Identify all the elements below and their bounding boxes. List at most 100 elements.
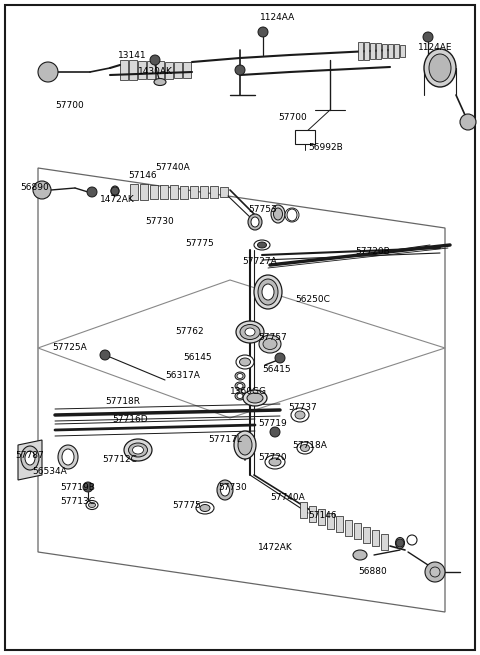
Circle shape [111,187,119,195]
Ellipse shape [220,484,229,496]
Ellipse shape [248,214,262,230]
Bar [210,187,218,198]
Text: 1430AK: 1430AK [138,67,173,77]
Text: 56890: 56890 [20,183,49,193]
Ellipse shape [236,321,264,343]
Circle shape [235,65,245,75]
Ellipse shape [237,373,243,379]
Text: 57700: 57700 [55,100,84,109]
Text: 56880: 56880 [358,567,387,576]
Text: 57719: 57719 [258,419,287,428]
Ellipse shape [251,217,259,227]
Bar [382,44,387,58]
Circle shape [83,482,93,492]
Ellipse shape [58,445,78,469]
Circle shape [150,55,160,65]
Bar [170,185,178,199]
Ellipse shape [274,208,283,220]
Polygon shape [336,516,343,532]
Circle shape [258,27,268,37]
Ellipse shape [265,455,285,469]
Text: 57740A: 57740A [270,493,305,502]
Text: 57775: 57775 [172,500,201,510]
Bar [130,184,138,200]
Ellipse shape [237,394,243,398]
Bar [180,185,188,198]
Ellipse shape [217,480,233,500]
Text: 57737: 57737 [288,403,317,413]
Bar [165,62,173,79]
Bar [364,43,369,60]
Bar [370,43,375,59]
Text: 1472AK: 1472AK [100,195,135,204]
Ellipse shape [271,205,285,223]
Polygon shape [327,512,334,529]
Text: 57146: 57146 [308,510,336,519]
Text: 57146: 57146 [128,170,156,179]
Text: 1124AA: 1124AA [260,14,295,22]
Bar [150,185,158,199]
Ellipse shape [196,502,214,514]
Bar [358,42,363,60]
Polygon shape [354,523,361,539]
Bar [190,186,198,198]
Ellipse shape [429,54,451,82]
Circle shape [460,114,476,130]
Polygon shape [318,509,325,525]
Text: 57713C: 57713C [60,498,95,506]
Text: 57725A: 57725A [52,343,87,352]
Text: 57718A: 57718A [292,441,327,449]
Ellipse shape [238,435,252,455]
Bar [183,62,191,78]
Ellipse shape [129,443,147,457]
Ellipse shape [297,442,313,454]
Circle shape [38,62,58,82]
Bar [140,184,148,200]
Circle shape [396,539,404,547]
Bar [138,61,146,79]
Ellipse shape [295,411,305,419]
Polygon shape [363,527,370,542]
Text: 57716D: 57716D [112,415,148,424]
Polygon shape [345,519,352,536]
Text: 56534A: 56534A [32,468,67,476]
Circle shape [87,187,97,197]
Bar [200,186,208,198]
Bar [388,44,393,58]
Ellipse shape [269,458,281,466]
Text: 57700: 57700 [278,113,307,122]
Ellipse shape [235,372,245,380]
Bar [400,45,405,57]
Ellipse shape [263,339,277,350]
Ellipse shape [235,382,245,390]
Ellipse shape [287,209,297,221]
Ellipse shape [424,49,456,87]
Ellipse shape [86,500,98,510]
Text: 13141: 13141 [118,50,146,60]
Text: 1124AE: 1124AE [418,43,453,52]
Ellipse shape [353,550,367,560]
Polygon shape [300,502,307,518]
Circle shape [423,32,433,42]
Ellipse shape [254,240,270,250]
Text: 57712C: 57712C [102,455,137,464]
Ellipse shape [254,275,282,309]
Ellipse shape [262,284,274,300]
Bar [129,60,137,80]
Text: 57727A: 57727A [242,257,277,267]
Bar [174,62,182,78]
Ellipse shape [236,355,254,369]
Text: 57730: 57730 [145,217,174,227]
Text: 57757: 57757 [258,333,287,343]
Ellipse shape [235,392,245,400]
Text: 57717L: 57717L [208,436,242,445]
Ellipse shape [300,445,310,451]
Ellipse shape [245,328,255,336]
Bar [295,130,315,144]
Text: 57775: 57775 [185,240,214,248]
Ellipse shape [247,393,263,403]
Circle shape [270,427,280,437]
Ellipse shape [21,446,39,470]
Text: 57787: 57787 [15,451,44,460]
Polygon shape [372,530,379,546]
